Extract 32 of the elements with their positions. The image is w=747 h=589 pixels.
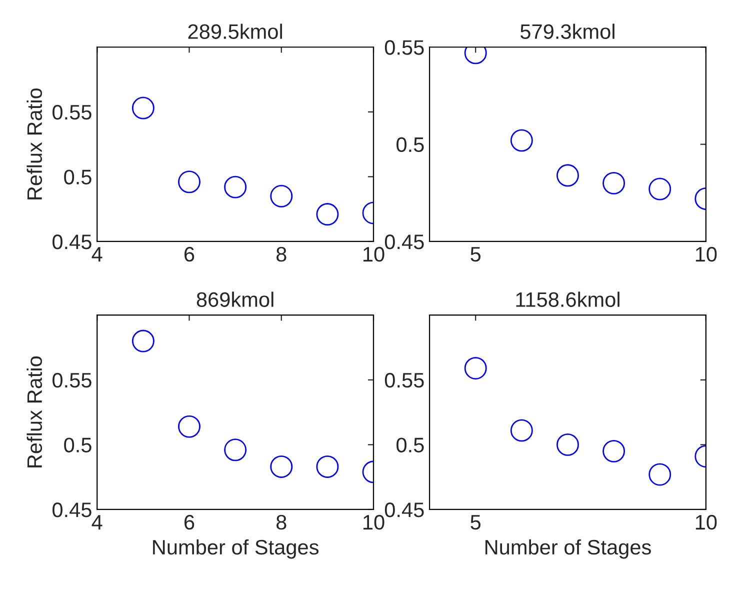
x-tick-label: 8 bbox=[276, 514, 286, 530]
y-tick-label: 0.5 bbox=[64, 438, 92, 452]
y-tick-label: 0.5 bbox=[396, 438, 424, 452]
x-tick-label: 5 bbox=[470, 247, 481, 262]
y-tick-label: 0.45 bbox=[384, 234, 424, 250]
y-tick-label: 0.5 bbox=[64, 170, 92, 184]
x-tick-label: 6 bbox=[184, 246, 194, 262]
chart-title: 579.3kmol bbox=[520, 24, 614, 39]
y-axis-title: Reflux Ratio bbox=[26, 88, 42, 200]
y-tick-label: 0.55 bbox=[384, 372, 424, 388]
y-tick-label: 0.55 bbox=[52, 372, 92, 388]
y-tick-label: 0.5 bbox=[396, 137, 424, 152]
x-tick-label: 8 bbox=[276, 246, 286, 262]
y-tick-label: 0.55 bbox=[384, 40, 424, 55]
y-tick-label: 0.45 bbox=[384, 502, 424, 518]
x-axis-title: Number of Stages bbox=[485, 539, 651, 559]
x-tick-label: 10 bbox=[696, 246, 717, 262]
x-tick-label: 4 bbox=[92, 247, 102, 262]
y-axis-title: Reflux Ratio bbox=[26, 356, 42, 468]
y-tick-label: 0.45 bbox=[52, 234, 92, 250]
y-tick-label: 0.45 bbox=[52, 502, 92, 518]
x-axis-title: Number of Stages bbox=[153, 539, 319, 559]
x-tick-label: 10 bbox=[696, 514, 717, 530]
x-tick-label: 10 bbox=[364, 514, 384, 530]
chart-title: 289.5kmol bbox=[188, 24, 282, 39]
chart-title: 869kmol bbox=[196, 292, 274, 307]
chart-title: 1158.6kmol bbox=[516, 292, 620, 307]
x-tick-label: 5 bbox=[470, 515, 481, 530]
x-tick-label: 4 bbox=[92, 515, 102, 530]
x-tick-label: 6 bbox=[184, 514, 194, 530]
x-tick-label: 10 bbox=[364, 246, 384, 262]
y-tick-label: 0.55 bbox=[52, 104, 92, 120]
